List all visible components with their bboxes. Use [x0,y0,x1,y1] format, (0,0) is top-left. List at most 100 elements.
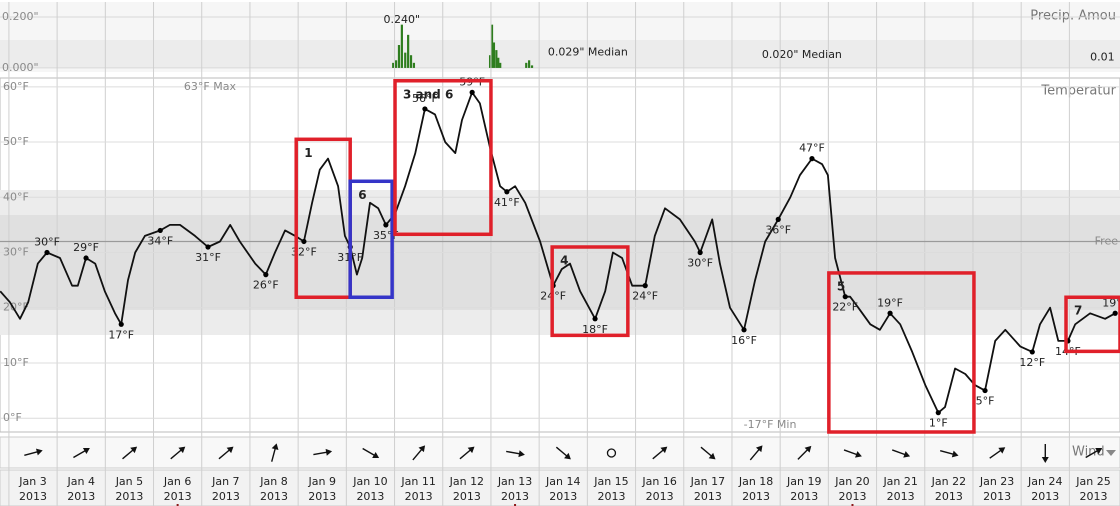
x-tick-label: Jan 11 [400,475,435,488]
extreme-point [642,283,648,289]
point-label: 22°F [832,301,858,314]
x-tick-label: Jan 18 [738,475,773,488]
extreme-point [469,89,475,95]
extreme-point [982,387,988,394]
extreme-point [887,310,893,316]
x-tick-label: Jan 20 [834,475,869,488]
x-tick-label: Jan 13 [497,475,532,488]
precip-bar [495,50,498,68]
x-tick-year: 2013 [1031,490,1059,503]
y-tick-label: 60°F [3,80,29,93]
weekend-marker [851,504,854,506]
wind-head [903,451,911,458]
x-tick-label: Jan 22 [931,475,966,488]
x-tick-year: 2013 [935,490,963,503]
extreme-point [118,321,124,327]
precip-band [0,40,1120,68]
x-tick-label: Jan 9 [308,475,336,488]
x-tick-year: 2013 [164,490,192,503]
extreme-point [504,189,510,195]
x-tick-year: 2013 [1079,490,1107,503]
wind-arrow [940,449,959,458]
point-label: 19°F [1102,296,1120,309]
weekend-marker [176,504,179,506]
precip-bar [394,60,398,68]
y-tick-label: 20°F [3,301,29,314]
x-tick-label: Jan 4 [66,475,94,488]
wind-arrow [989,447,1006,459]
highlight-box [827,271,976,434]
highlight-box [550,245,630,338]
wind-arrow [1085,447,1103,459]
wind-head [951,450,959,458]
wind-head [372,451,380,459]
wind-arrow [700,446,716,460]
point-label: 34°F [147,234,173,247]
precip-bar [404,52,407,68]
wind-arrow [313,448,333,456]
x-tick-label: Jan 5 [115,475,143,488]
point-label: 24°F [632,290,658,303]
wind-dropdown[interactable] [1106,450,1116,456]
point-label: 18°F [582,323,608,336]
x-tick-label: Jan 19 [786,475,821,488]
wind-row [0,436,1120,469]
x-tick-year: 2013 [887,490,915,503]
x-tick-year: 2013 [405,490,433,503]
x-tick-label: Jan 10 [352,475,387,488]
precip-bar [409,55,413,68]
wind-arrow [555,446,571,460]
highlight-box [348,179,394,299]
precip-bar [530,65,534,68]
point-label: 31°F [195,251,221,264]
wind-head [35,448,43,456]
x-tick-year: 2013 [983,490,1011,503]
point-label: 56°F [412,92,438,105]
x-tick-label: Jan 17 [690,475,725,488]
wind-arrow [1041,444,1049,463]
wind-head [226,446,234,454]
wind-arrow [412,445,426,461]
point-label: 29°F [73,241,99,254]
precip-annotation: 0.020" Median [762,48,842,61]
precip-bar [499,62,502,68]
wind-head [178,446,186,454]
wind-head [518,450,525,458]
extreme-point [422,106,428,112]
extreme-point [809,156,815,162]
point-label: 47°F [799,142,825,155]
wind-arrow [73,447,90,459]
wind-arrow [271,443,279,462]
precip-bar [412,62,416,68]
x-tick-label: Jan 8 [259,475,287,488]
extreme-point [935,410,941,416]
wind-arrow [891,449,911,458]
wind-head [325,448,333,456]
wind-head [755,445,763,453]
x-tick-year: 2013 [838,490,866,503]
x-tick-year: 2013 [549,490,577,503]
x-tick-label: Jan 6 [163,475,191,488]
temperature-line [0,91,1116,414]
point-label: 36°F [765,223,791,236]
point-label: 12°F [1019,356,1045,369]
wind-arrow [843,449,862,458]
x-tick-year: 2013 [501,490,529,503]
wind-head [855,451,862,458]
y-tick-label: 30°F [3,246,29,259]
x-tick-year: 2013 [742,490,770,503]
x-tick-label: Jan 15 [593,475,628,488]
point-label: 41°F [494,196,520,209]
x-tick-year: 2013 [260,490,288,503]
x-tick-year: 2013 [694,490,722,503]
y-tick-label: 0.200" [2,10,39,23]
highlight-label: 1 [304,146,312,160]
x-tick-year: 2013 [646,490,674,503]
wind-calm [606,448,617,458]
precip-bar [407,34,410,68]
wind-arrow [218,446,234,460]
wind-head [1095,447,1103,455]
x-tick-label: Jan 25 [1075,475,1110,488]
